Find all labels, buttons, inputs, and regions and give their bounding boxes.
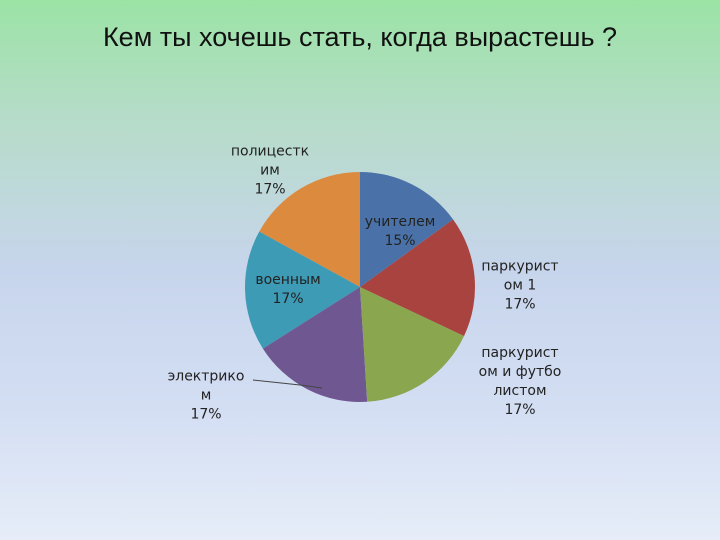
value-label: 17% [254, 181, 286, 198]
category-label: паркуристом и футболистом [478, 345, 562, 399]
category-label: учителем [364, 214, 436, 230]
category-label: электриком [167, 368, 245, 404]
slice-label: военным 17% [246, 271, 330, 309]
pie-slice [262, 287, 368, 402]
value-label: 17% [504, 402, 536, 418]
pie-slice [244, 231, 360, 349]
slice-label: паркуристом 1 17% [478, 258, 562, 315]
pie-slice [360, 287, 465, 402]
value-label: 17% [504, 296, 536, 313]
pie-slice [259, 172, 360, 287]
leader-line [252, 379, 323, 389]
slice-label: учителем 15% [358, 213, 442, 251]
category-label: полицестким [230, 143, 310, 179]
value-label: 15% [384, 233, 416, 249]
slice-label: паркуристом и футболистом 17% [478, 344, 562, 420]
pie-slice [360, 172, 454, 287]
slice-label: электриком 17% [164, 368, 248, 425]
pie-slice [360, 219, 475, 336]
slice-label: полицестким 17% [228, 143, 312, 200]
category-label: военным [255, 272, 321, 288]
value-label: 17% [190, 406, 222, 423]
chart-title: Кем ты хочешь стать, когда вырастешь ? [102, 22, 618, 52]
value-label: 17% [272, 291, 304, 307]
category-label: паркуристом 1 [481, 258, 559, 294]
